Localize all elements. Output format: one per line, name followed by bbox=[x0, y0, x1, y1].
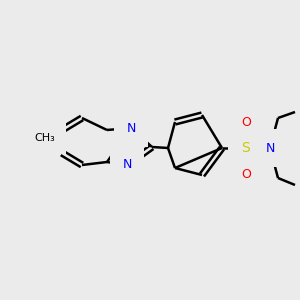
Text: N: N bbox=[265, 142, 275, 154]
Text: S: S bbox=[242, 141, 250, 155]
Text: N: N bbox=[126, 122, 136, 134]
Text: CH₃: CH₃ bbox=[34, 133, 56, 143]
Text: N: N bbox=[122, 158, 132, 172]
Text: O: O bbox=[241, 169, 251, 182]
Text: O: O bbox=[241, 116, 251, 128]
